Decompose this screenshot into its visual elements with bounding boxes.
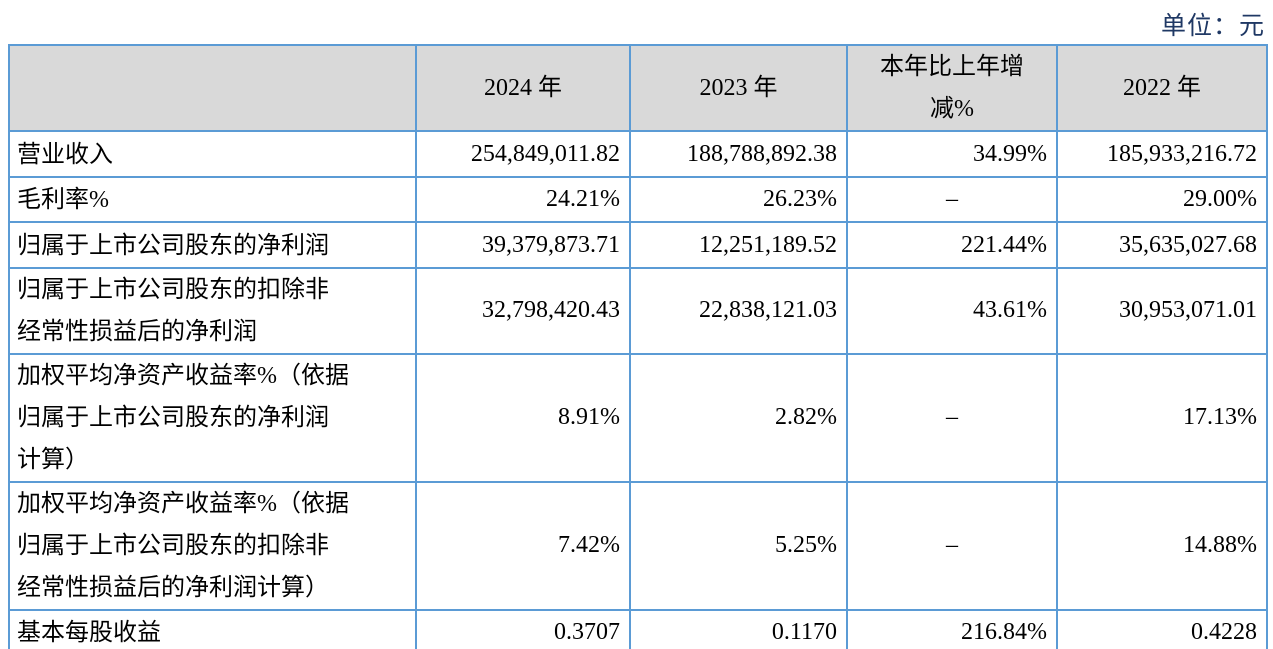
header-year-2024: 2024 年: [415, 44, 631, 132]
value-2022: 185,933,216.72: [1056, 130, 1268, 178]
unit-label: 单位：元: [1160, 13, 1265, 40]
table-row-weighted-roe-excl-nonrecurring: 加权平均净资产收益率%（依据归属于上市公司股东的扣除非经常性损益后的净利润计算）…: [8, 480, 1268, 611]
table-row-net-profit-excl-nonrecurring: 归属于上市公司股东的扣除非经常性损益后的净利润 32,798,420.43 22…: [8, 266, 1268, 355]
value-2024: 39,379,873.71: [415, 221, 631, 269]
header-yoy-change: 本年比上年增减%: [846, 44, 1058, 132]
value-2023: 5.25%: [629, 480, 848, 611]
value-2024: 24.21%: [415, 175, 631, 224]
value-yoy: –: [846, 175, 1058, 224]
value-2023: 188,788,892.38: [629, 130, 848, 178]
value-yoy: –: [846, 480, 1058, 611]
financial-summary-table: 2024 年 2023 年 本年比上年增减% 2022 年 营业收入 254,8…: [8, 44, 1268, 649]
value-2023: 2.82%: [629, 352, 848, 483]
value-2024: 7.42%: [415, 480, 631, 611]
value-yoy: 221.44%: [846, 221, 1058, 269]
value-2023: 0.1170: [629, 608, 848, 649]
table-row-basic-eps: 基本每股收益 0.3707 0.1170 216.84% 0.4228: [8, 608, 1268, 649]
value-yoy: 216.84%: [846, 608, 1058, 649]
value-2024: 32,798,420.43: [415, 266, 631, 355]
table-header-row: 2024 年 2023 年 本年比上年增减% 2022 年: [8, 44, 1268, 132]
value-yoy: 43.61%: [846, 266, 1058, 355]
header-year-2022: 2022 年: [1056, 44, 1268, 132]
value-2024: 0.3707: [415, 608, 631, 649]
header-empty-cell: [8, 44, 417, 132]
value-2022: 17.13%: [1056, 352, 1268, 483]
value-2022: 14.88%: [1056, 480, 1268, 611]
table-row-net-profit: 归属于上市公司股东的净利润 39,379,873.71 12,251,189.5…: [8, 221, 1268, 269]
value-2022: 30,953,071.01: [1056, 266, 1268, 355]
header-yoy-change-label: 本年比上年增减%: [880, 54, 1024, 122]
value-2023: 12,251,189.52: [629, 221, 848, 269]
row-label: 营业收入: [8, 130, 417, 178]
row-label: 加权平均净资产收益率%（依据归属于上市公司股东的扣除非经常性损益后的净利润计算）: [8, 480, 417, 611]
header-year-2023: 2023 年: [629, 44, 848, 132]
value-2022: 29.00%: [1056, 175, 1268, 224]
value-2023: 22,838,121.03: [629, 266, 848, 355]
row-label: 基本每股收益: [8, 608, 417, 649]
row-label: 归属于上市公司股东的扣除非经常性损益后的净利润: [8, 266, 417, 355]
value-2024: 8.91%: [415, 352, 631, 483]
value-2022: 0.4228: [1056, 608, 1268, 649]
value-2024: 254,849,011.82: [415, 130, 631, 178]
value-2023: 26.23%: [629, 175, 848, 224]
value-yoy: 34.99%: [846, 130, 1058, 178]
value-yoy: –: [846, 352, 1058, 483]
table-row-weighted-roe-net-profit: 加权平均净资产收益率%（依据归属于上市公司股东的净利润计算） 8.91% 2.8…: [8, 352, 1268, 483]
row-label: 毛利率%: [8, 175, 417, 224]
table-row-gross-margin: 毛利率% 24.21% 26.23% – 29.00%: [8, 175, 1268, 224]
row-label: 加权平均净资产收益率%（依据归属于上市公司股东的净利润计算）: [8, 352, 417, 483]
row-label: 归属于上市公司股东的净利润: [8, 221, 417, 269]
value-2022: 35,635,027.68: [1056, 221, 1268, 269]
table-row-operating-revenue: 营业收入 254,849,011.82 188,788,892.38 34.99…: [8, 130, 1268, 178]
